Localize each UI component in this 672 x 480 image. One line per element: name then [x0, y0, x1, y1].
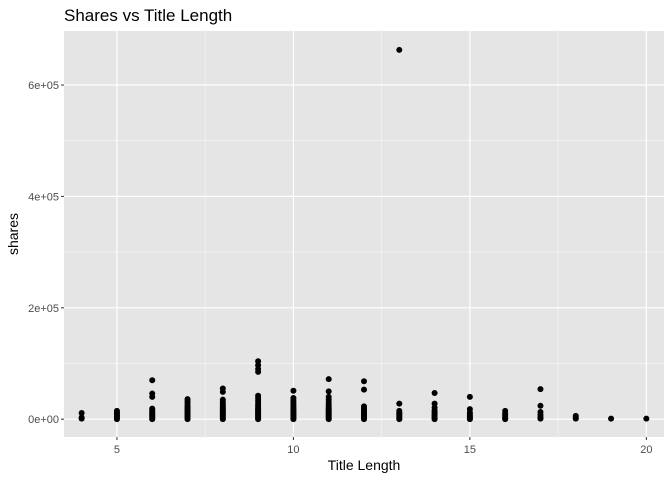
data-point: [431, 400, 438, 407]
data-points: [78, 46, 650, 423]
x-tick-label: 15: [464, 444, 476, 456]
data-point: [537, 402, 544, 409]
y-tick-label: 0e+00: [28, 414, 59, 426]
data-point: [149, 377, 156, 384]
data-point: [255, 358, 262, 365]
data-point: [290, 387, 297, 394]
data-point: [608, 415, 615, 422]
data-point: [78, 410, 85, 417]
x-tick-label: 20: [640, 444, 652, 456]
data-point: [325, 393, 332, 400]
data-point: [502, 407, 509, 414]
y-tick-label: 6e+05: [28, 80, 59, 92]
plot-panel: [64, 31, 664, 437]
data-point: [219, 385, 226, 392]
data-point: [149, 390, 156, 397]
y-tick-label: 4e+05: [28, 191, 59, 203]
data-point: [396, 407, 403, 414]
data-point: [149, 405, 156, 412]
data-point: [572, 412, 579, 419]
data-point: [361, 403, 367, 410]
data-point: [184, 396, 191, 403]
x-axis-title: Title Length: [328, 457, 401, 473]
y-tick-label: 2e+05: [28, 303, 59, 315]
data-point: [219, 396, 226, 403]
data-point: [466, 406, 473, 413]
data-point: [537, 408, 544, 415]
data-point: [78, 414, 85, 421]
data-point: [290, 395, 297, 402]
y-axis-title: shares: [5, 213, 21, 255]
data-point: [431, 390, 438, 397]
minor-gridlines: [64, 31, 664, 437]
data-point: [396, 400, 403, 407]
data-point: [466, 393, 473, 400]
data-point: [361, 386, 367, 393]
x-tick-label: 5: [114, 444, 120, 456]
data-point: [325, 388, 332, 395]
data-point: [537, 386, 544, 393]
x-tick-label: 10: [287, 444, 299, 456]
y-axis: 0e+00 2e+05 4e+05 6e+05: [28, 80, 64, 426]
data-point: [361, 378, 367, 385]
data-point: [643, 415, 650, 422]
chart-title: Shares vs Title Length: [64, 6, 232, 25]
data-point: [113, 407, 120, 414]
data-point: [396, 46, 403, 53]
x-axis: 5 10 15 20: [114, 437, 652, 456]
data-point: [325, 376, 332, 383]
data-point: [255, 392, 262, 399]
